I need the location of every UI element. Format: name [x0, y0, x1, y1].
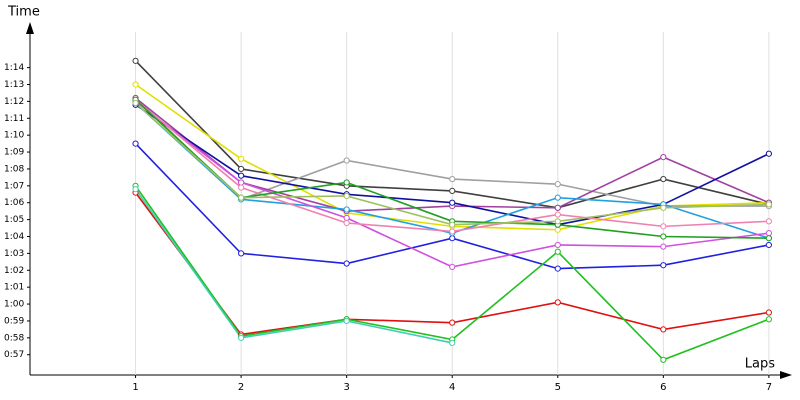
point [238, 155, 245, 162]
y-tick-label: 1:13 [4, 80, 24, 90]
point [132, 57, 139, 64]
point [132, 81, 139, 88]
point [660, 326, 667, 333]
point [449, 263, 456, 271]
point [238, 179, 245, 186]
point [343, 179, 350, 186]
y-tick-label: 1:04 [4, 232, 24, 242]
point [554, 204, 561, 211]
x-tick-label: 3 [343, 382, 349, 393]
point [449, 175, 456, 183]
point [449, 228, 456, 235]
point [343, 206, 350, 213]
point [238, 250, 245, 257]
point [343, 157, 350, 164]
point [765, 150, 772, 157]
point [554, 248, 561, 255]
y-axis-arrow [26, 22, 34, 34]
point [660, 223, 667, 230]
x-tick-label: 7 [766, 382, 772, 393]
point [449, 319, 456, 326]
point [765, 201, 772, 208]
point [238, 194, 245, 201]
point [238, 172, 245, 179]
point [660, 204, 667, 211]
point [765, 309, 772, 316]
point [554, 194, 561, 201]
point [554, 218, 561, 225]
point [449, 235, 456, 242]
x-tick-label: 2 [238, 382, 244, 393]
y-tick-label: 1:09 [4, 148, 24, 158]
point [554, 265, 561, 272]
point [449, 187, 456, 194]
point [343, 214, 350, 222]
y-tick-label: 0:58 [4, 333, 24, 343]
point [554, 241, 561, 249]
y-tick-label: 1:08 [4, 164, 24, 174]
point [660, 243, 667, 250]
point [660, 356, 667, 363]
y-tick-label: 1:00 [4, 300, 24, 310]
point [132, 140, 139, 147]
y-tick-label: 1:07 [4, 181, 24, 191]
point [660, 175, 667, 183]
series-line [134, 188, 453, 344]
point [343, 317, 350, 325]
point [343, 192, 350, 200]
y-tick-label: 0:59 [4, 316, 24, 326]
point [765, 218, 772, 225]
x-axis-title: Laps [745, 357, 775, 372]
point [765, 235, 772, 242]
x-axis-arrow [780, 371, 792, 379]
y-tick-label: 1:02 [4, 266, 24, 276]
point [765, 241, 772, 249]
point [238, 334, 245, 341]
y-tick-label: 0:57 [4, 350, 24, 360]
point [132, 99, 139, 107]
point [449, 199, 456, 206]
y-tick-label: 1:10 [4, 131, 24, 141]
y-tick-label: 1:11 [4, 114, 24, 124]
point [765, 316, 772, 323]
y-tick-label: 1:01 [4, 283, 24, 293]
point [554, 211, 561, 218]
x-tick-label: 1 [132, 382, 138, 393]
point [554, 299, 561, 306]
y-tick-label: 1:12 [4, 97, 24, 107]
point [765, 230, 772, 237]
point [554, 226, 561, 233]
point [343, 260, 350, 267]
y-tick-label: 1:14 [4, 63, 24, 73]
point [238, 184, 245, 191]
point [449, 339, 456, 347]
point [660, 233, 667, 240]
point [449, 221, 456, 228]
point [238, 165, 245, 173]
x-tick-label: 6 [660, 382, 666, 393]
y-tick-label: 1:03 [4, 249, 24, 259]
y-axis-title: Time [7, 5, 40, 20]
point [554, 181, 561, 188]
y-tick-label: 1:05 [4, 215, 24, 225]
point [660, 262, 667, 269]
x-tick-label: 4 [449, 382, 455, 393]
y-tick-label: 1:06 [4, 198, 24, 208]
point [660, 154, 667, 161]
point [132, 186, 139, 193]
x-tick-label: 5 [555, 382, 561, 393]
point [343, 219, 350, 227]
